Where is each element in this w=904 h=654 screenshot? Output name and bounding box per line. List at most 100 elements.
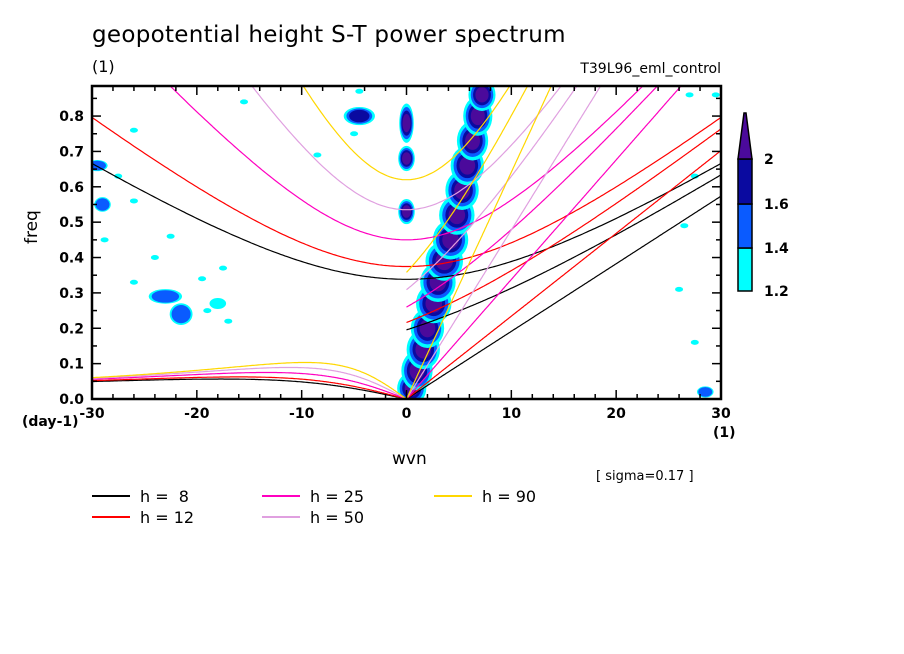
inertia-gravity-curve-h12 bbox=[92, 116, 721, 268]
subtitle-right: T39L96_eml_control bbox=[580, 61, 721, 77]
contour-blob-level-4 bbox=[475, 87, 489, 103]
inertia-gravity-curve-h50 bbox=[251, 86, 562, 211]
contour-speck bbox=[350, 131, 359, 137]
colorbar: 1.2 1.4 1.6 2 bbox=[737, 112, 789, 300]
contour-blob-level-4 bbox=[448, 206, 466, 225]
colorbar-segment bbox=[737, 203, 753, 249]
contour-blob-level-2 bbox=[95, 198, 110, 211]
rossby-curve-h8 bbox=[92, 378, 407, 399]
y-tick-label: 0.1 bbox=[59, 357, 84, 373]
legend-label: h = 90 bbox=[482, 486, 537, 506]
contour-blob-level-4 bbox=[459, 156, 476, 175]
x-tick-label: -20 bbox=[184, 406, 210, 422]
inertia-gravity-curve-h25 bbox=[169, 86, 644, 241]
sigma-note: [ sigma=0.17 ] bbox=[596, 469, 694, 484]
colorbar-label: 1.6 bbox=[764, 197, 789, 213]
x-tick-label: 30 bbox=[711, 406, 731, 422]
contour-speck bbox=[690, 339, 699, 345]
y-tick-label: 0.0 bbox=[59, 392, 84, 408]
colorbar-label: 1.4 bbox=[764, 241, 789, 257]
y-tick-label: 0.8 bbox=[59, 109, 84, 125]
inertia-gravity-curve-h8 bbox=[92, 162, 721, 280]
legend-item: h = 12 bbox=[92, 507, 195, 527]
rossby-curve-h12 bbox=[92, 376, 407, 399]
colorbar-segment bbox=[737, 158, 753, 205]
contour-speck bbox=[100, 237, 109, 243]
contour-blob-level-3 bbox=[349, 109, 370, 123]
contour-blob-level-1 bbox=[209, 297, 227, 310]
legend-item: h = 90 bbox=[434, 486, 537, 506]
dispersion-curves bbox=[92, 86, 721, 399]
y-tick-label: 0.2 bbox=[59, 321, 84, 337]
legend-swatch bbox=[92, 516, 130, 518]
eig0-curve-h50 bbox=[406, 86, 578, 291]
legend-label: h = 50 bbox=[310, 507, 365, 527]
x-tick-label: -30 bbox=[79, 406, 105, 422]
contour-blob-level-4 bbox=[454, 181, 470, 200]
y-tick-label: 0.7 bbox=[59, 144, 84, 160]
x-tick-label: -10 bbox=[289, 406, 315, 422]
contour-speck bbox=[680, 223, 689, 229]
colorbar-label: 2 bbox=[764, 152, 774, 168]
y-axis-unit: (day-1) bbox=[22, 414, 79, 430]
colorbar-segment bbox=[737, 247, 753, 292]
contour-speck bbox=[690, 173, 699, 179]
x-tick-label: 20 bbox=[606, 406, 626, 422]
contour-blob-level-2 bbox=[92, 160, 106, 171]
eig0-curve-h90 bbox=[406, 86, 529, 273]
kelvin-curve-h90 bbox=[405, 86, 552, 399]
chart-title: geopotential height S-T power spectrum bbox=[92, 22, 566, 48]
eig0-curve-h25 bbox=[406, 86, 659, 308]
legend-swatch bbox=[92, 495, 130, 497]
x-tick-label: 10 bbox=[502, 406, 522, 422]
inertia-gravity-curve-h90 bbox=[302, 86, 511, 181]
contour-blob-level-4 bbox=[470, 106, 485, 126]
legend-swatch bbox=[262, 495, 300, 497]
legend-item: h = 50 bbox=[262, 507, 365, 527]
contour-speck bbox=[114, 173, 123, 179]
kelvin-curve-h25 bbox=[406, 86, 682, 399]
contour-blob-level-4 bbox=[401, 152, 412, 165]
contour-speck bbox=[675, 286, 684, 292]
axes: -30 -20 -10 0 10 20 30 0.0 0.1 0.2 0.3 0.4 0.5 0.6 0.7… bbox=[59, 84, 731, 422]
contour-blob-level-2 bbox=[151, 290, 180, 303]
legend-item: h = 25 bbox=[262, 487, 364, 506]
legend-item: h = 8 bbox=[92, 486, 189, 506]
contour-speck bbox=[313, 152, 322, 158]
contour-speck bbox=[150, 255, 159, 261]
colorbar-label: 1.2 bbox=[764, 284, 789, 300]
legend-swatch bbox=[434, 495, 472, 497]
legend-label: h = 8 bbox=[140, 486, 189, 506]
x-axis-unit: (1) bbox=[713, 425, 736, 441]
contour-blob-level-4 bbox=[465, 131, 480, 150]
rossby-curve-h90 bbox=[92, 361, 407, 399]
contour-speck bbox=[224, 318, 233, 324]
contour-speck bbox=[355, 88, 364, 94]
rossby-curve-h50 bbox=[92, 366, 407, 399]
y-tick-label: 0.4 bbox=[59, 251, 84, 267]
legend-label: h = 12 bbox=[140, 507, 195, 527]
contour-speck bbox=[711, 92, 720, 98]
contour-blob-level-2 bbox=[698, 387, 713, 397]
legend-swatch bbox=[262, 516, 300, 518]
y-tick-label: 0.6 bbox=[59, 180, 84, 196]
contour-blob-level-2 bbox=[171, 305, 191, 324]
y-tick-label: 0.3 bbox=[59, 286, 84, 302]
kelvin-curve-h12 bbox=[406, 150, 721, 399]
contour-speck bbox=[240, 99, 249, 105]
contour-speck bbox=[129, 198, 138, 204]
contour-blob-level-4 bbox=[401, 205, 412, 218]
eig0-curve-h12 bbox=[406, 128, 721, 324]
contour-speck bbox=[129, 127, 138, 133]
contour-blob-level-4 bbox=[402, 114, 411, 133]
contour-speck bbox=[198, 276, 207, 282]
x-axis-label: wvn bbox=[392, 449, 427, 469]
contour-speck bbox=[129, 279, 138, 285]
x-tick-label: 0 bbox=[402, 406, 412, 422]
contour-speck bbox=[166, 233, 175, 239]
rossby-curve-h25 bbox=[92, 371, 407, 399]
eig0-curve-h8 bbox=[406, 174, 721, 331]
contour-speck bbox=[685, 92, 694, 98]
contour-speck bbox=[203, 308, 212, 314]
